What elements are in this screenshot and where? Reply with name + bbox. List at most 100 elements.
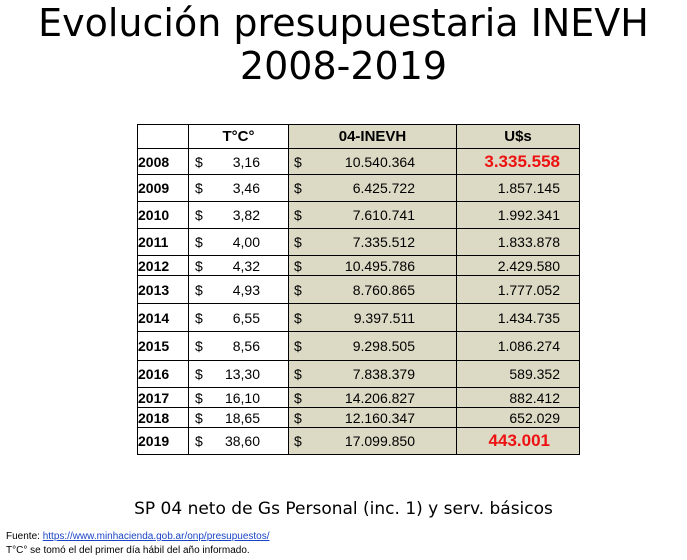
source-link[interactable]: https://www.minhacienda.gob.ar/onp/presu… <box>42 531 270 542</box>
year-cell: 2016 <box>137 360 189 388</box>
tc-currency: $ <box>195 207 203 223</box>
inevh-value: 10.495.786 <box>344 257 415 274</box>
table-row: 2010 $3,82 $7.610.741 1.992.341 <box>137 201 580 229</box>
usd-value: 1.086.274 <box>497 338 560 354</box>
usd-cell: 652.029 <box>456 407 580 428</box>
tc-currency: $ <box>195 409 203 426</box>
table-row: 2012 $4,32 $10.495.786 2.429.580 <box>137 255 580 276</box>
usd-cell: 3.335.558 <box>456 148 580 175</box>
header-inevh: 04-INEVH <box>288 124 457 149</box>
table-row: 2013 $4,93 $8.760.865 1.777.052 <box>137 275 580 304</box>
table-row: 2018 $18,65 $12.160.347 652.029 <box>137 407 580 428</box>
inevh-currency: $ <box>294 366 302 382</box>
usd-value: 1.434.735 <box>497 309 560 326</box>
inevh-cell: $10.495.786 <box>288 255 457 276</box>
year-cell: 2012 <box>137 255 189 276</box>
usd-cell: 1.434.735 <box>456 303 580 332</box>
tc-value: 6,55 <box>232 309 260 326</box>
usd-cell: 1.833.878 <box>456 228 580 256</box>
table-row: 2017 $16,10 $14.206.827 882.412 <box>137 387 580 408</box>
table-row: 2008 $3,16 $10.540.364 3.335.558 <box>137 148 580 175</box>
year-cell: 2010 <box>137 201 189 229</box>
tc-cell: $6,55 <box>188 303 289 332</box>
tc-value: 8,56 <box>232 338 260 354</box>
year-cell: 2018 <box>137 407 189 428</box>
year-cell: 2009 <box>137 174 189 202</box>
usd-value: 882.412 <box>509 389 560 406</box>
inevh-currency: $ <box>294 309 302 326</box>
table-row: 2011 $4,00 $7.335.512 1.833.878 <box>137 228 580 256</box>
inevh-value: 7.838.379 <box>352 366 415 382</box>
table-caption: SP 04 neto de Gs Personal (inc. 1) y ser… <box>134 499 553 519</box>
tc-value: 3,46 <box>232 180 260 196</box>
tc-currency: $ <box>195 180 203 196</box>
tc-currency: $ <box>195 153 203 170</box>
inevh-value: 7.335.512 <box>352 234 415 250</box>
usd-cell: 443.001 <box>456 427 580 455</box>
inevh-cell: $7.335.512 <box>288 228 457 256</box>
tc-cell: $18,65 <box>188 407 289 428</box>
usd-cell: 589.352 <box>456 360 580 388</box>
tc-currency: $ <box>195 234 203 250</box>
year-cell: 2019 <box>137 427 189 455</box>
source-note: Fuente: https://www.minhacienda.gob.ar/o… <box>6 531 270 542</box>
tc-value: 4,32 <box>232 257 260 274</box>
inevh-currency: $ <box>294 153 302 170</box>
table-row: 2009 $3,46 $6.425.722 1.857.145 <box>137 174 580 202</box>
tc-currency: $ <box>195 309 203 326</box>
tc-currency: $ <box>195 281 203 298</box>
inevh-value: 7.610.741 <box>352 207 415 223</box>
usd-value: 443.001 <box>488 431 550 450</box>
table-row: 2014 $6,55 $9.397.511 1.434.735 <box>137 303 580 332</box>
usd-value: 589.352 <box>509 366 560 382</box>
year-cell: 2011 <box>137 228 189 256</box>
inevh-currency: $ <box>294 433 302 449</box>
inevh-cell: $6.425.722 <box>288 174 457 202</box>
usd-cell: 2.429.580 <box>456 255 580 276</box>
inevh-cell: $9.298.505 <box>288 331 457 361</box>
tc-cell: $4,93 <box>188 275 289 304</box>
usd-value: 1.777.052 <box>497 281 560 298</box>
inevh-value: 9.397.511 <box>353 309 415 326</box>
inevh-value: 12.160.347 <box>344 409 415 426</box>
tc-value: 4,93 <box>232 281 260 298</box>
inevh-value: 14.206.827 <box>344 389 415 406</box>
tc-cell: $3,46 <box>188 174 289 202</box>
inevh-currency: $ <box>294 338 302 354</box>
page-title: Evolución presupuestaria INEVH 2008-2019 <box>0 2 687 88</box>
header-row: T°C° 04-INEVH U$s <box>137 124 580 149</box>
inevh-value: 9.298.505 <box>352 338 415 354</box>
year-cell: 2013 <box>137 275 189 304</box>
tc-currency: $ <box>195 338 203 354</box>
tc-cell: $4,32 <box>188 255 289 276</box>
inevh-cell: $7.610.741 <box>288 201 457 229</box>
header-usd: U$s <box>456 124 580 149</box>
inevh-value: 8.760.865 <box>352 281 415 298</box>
tc-value: 4,00 <box>232 234 260 250</box>
tc-cell: $13,30 <box>188 360 289 388</box>
tc-value: 13,30 <box>224 366 260 382</box>
inevh-currency: $ <box>294 409 302 426</box>
inevh-value: 10.540.364 <box>344 153 415 170</box>
tc-currency: $ <box>195 389 203 406</box>
inevh-cell: $7.838.379 <box>288 360 457 388</box>
tc-value: 38,60 <box>224 433 260 449</box>
inevh-currency: $ <box>294 234 302 250</box>
usd-value: 1.833.878 <box>497 234 560 250</box>
year-cell: 2014 <box>137 303 189 332</box>
table-row: 2015 $8,56 $9.298.505 1.086.274 <box>137 331 580 361</box>
usd-cell: 1.857.145 <box>456 174 580 202</box>
usd-value: 1.857.145 <box>497 180 560 196</box>
exchange-rate-note: T°C° se tomó el del primer día hábil del… <box>6 545 250 556</box>
source-label: Fuente: <box>6 531 43 542</box>
tc-cell: $3,16 <box>188 148 289 175</box>
inevh-cell: $12.160.347 <box>288 407 457 428</box>
tc-cell: $3,82 <box>188 201 289 229</box>
usd-cell: 1.992.341 <box>456 201 580 229</box>
inevh-cell: $8.760.865 <box>288 275 457 304</box>
inevh-value: 17.099.850 <box>344 433 415 449</box>
title-line-1: Evolución presupuestaria INEVH <box>38 1 649 45</box>
tc-value: 3,16 <box>232 153 260 170</box>
tc-cell: $38,60 <box>188 427 289 455</box>
inevh-currency: $ <box>294 180 302 196</box>
